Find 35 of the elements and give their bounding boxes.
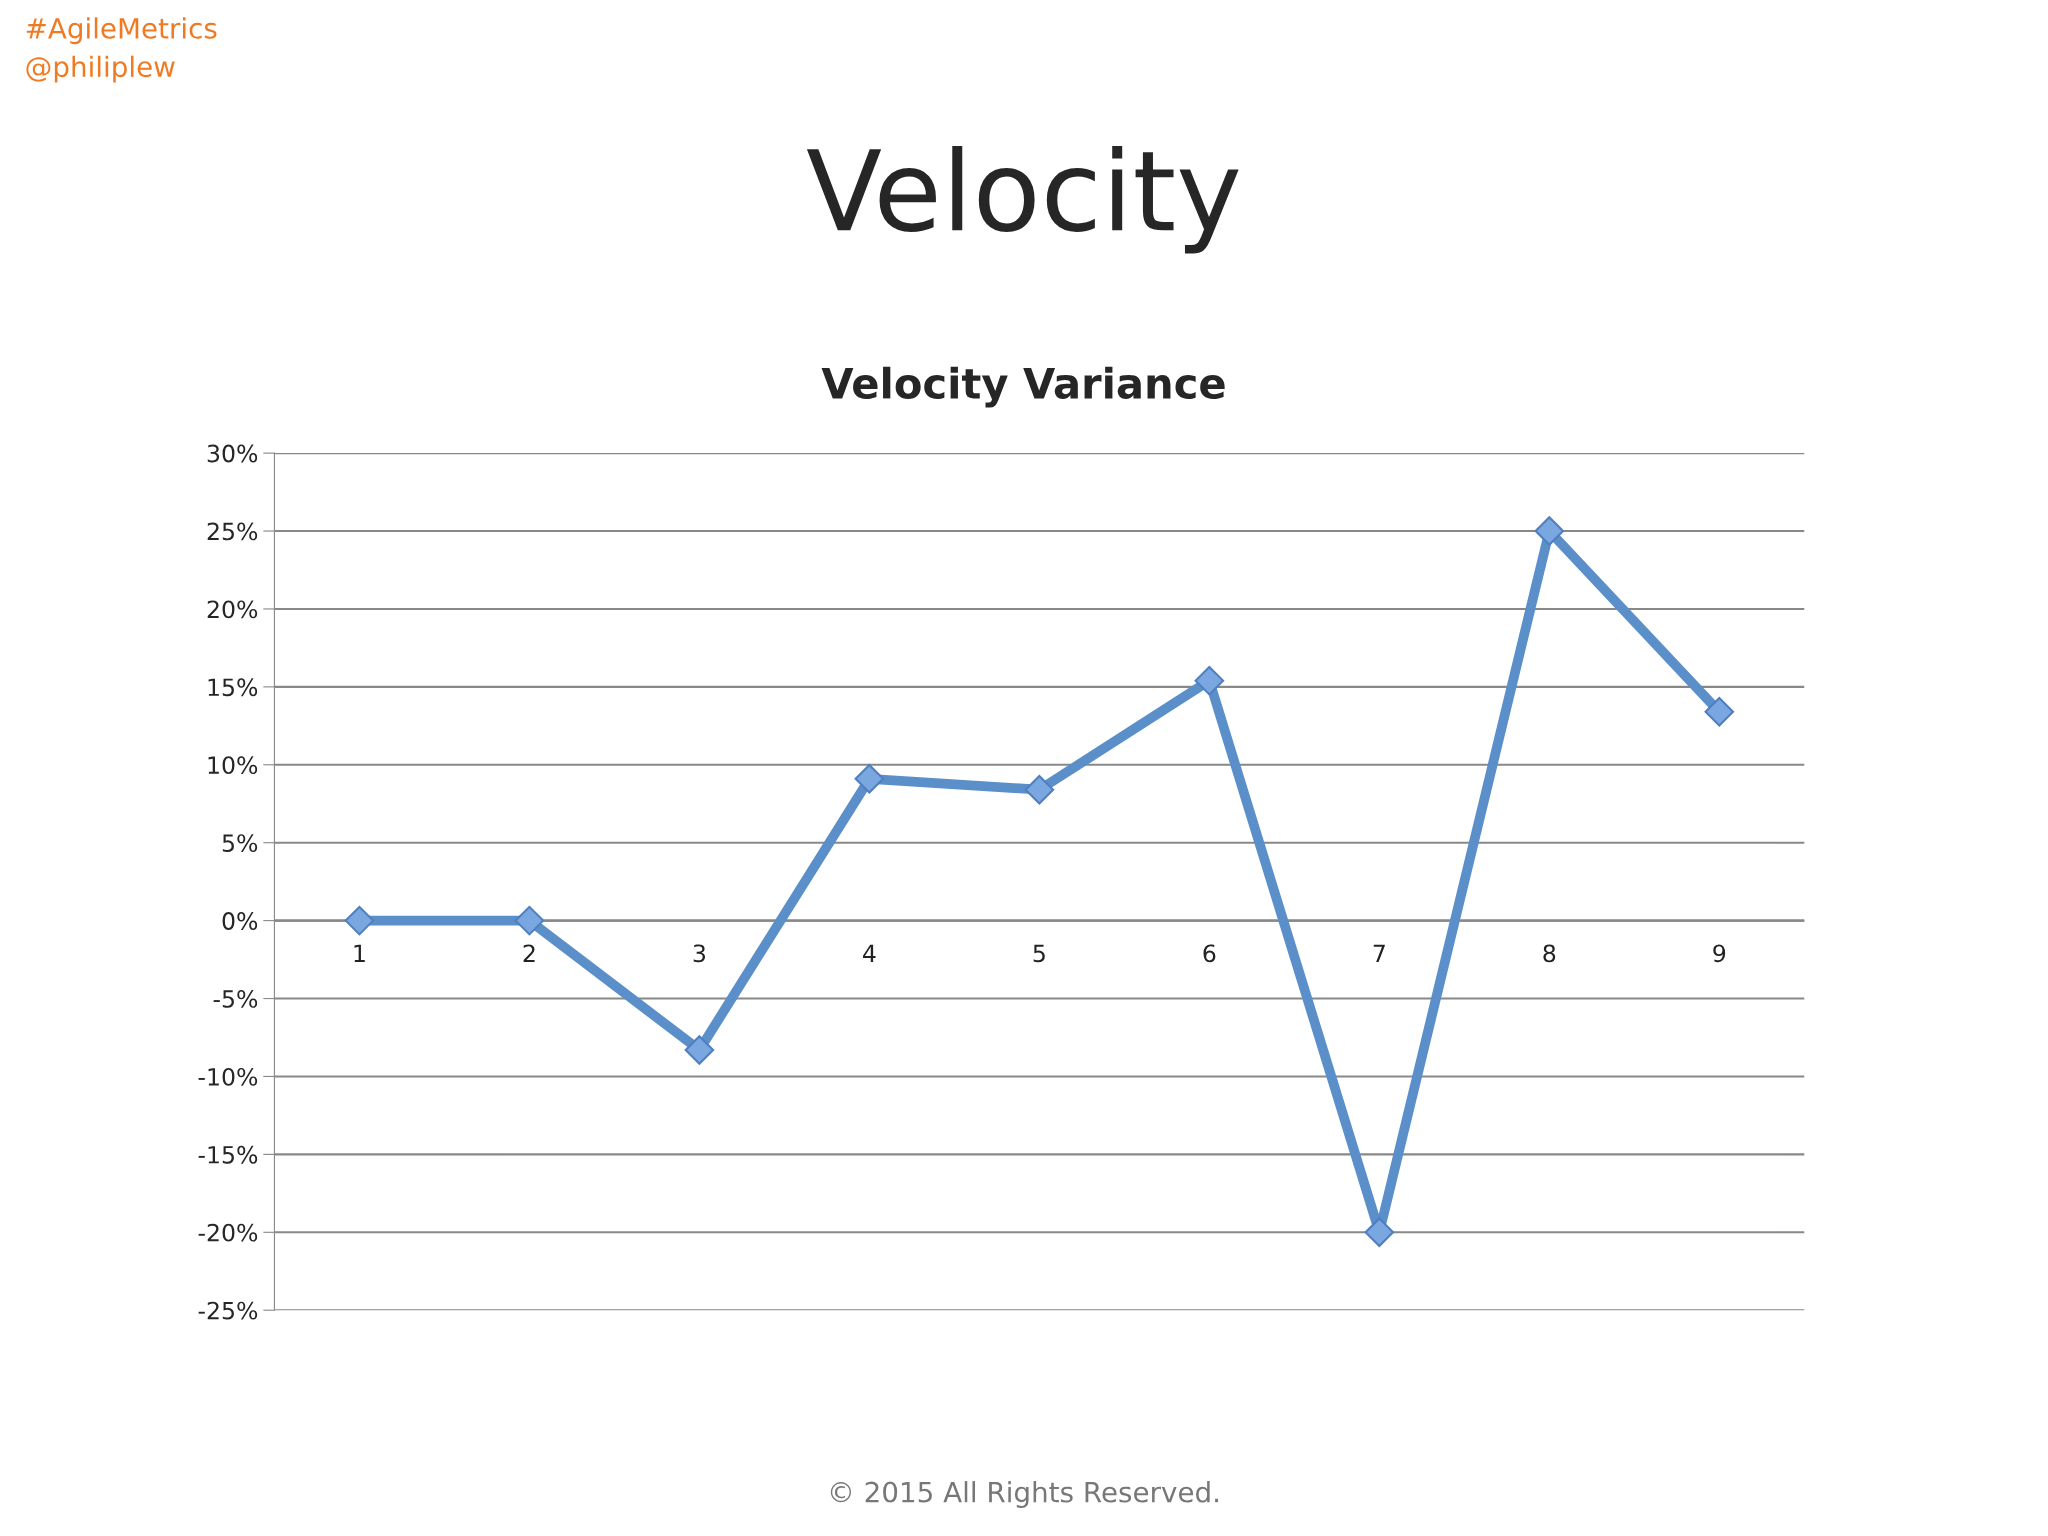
text: #AgileMetrics: [26, 17, 217, 45]
y-tick-label: 25%: [207, 522, 258, 541]
point: [1534, 516, 1565, 546]
point: [344, 905, 375, 936]
y-tick-label: -10%: [198, 1067, 258, 1086]
text: @philiplew: [26, 55, 175, 83]
text: © 2015 All Rights Reserved.: [830, 1481, 1218, 1508]
point: [1194, 665, 1225, 696]
point: [1364, 1217, 1395, 1248]
x-tick-label: 6: [1203, 944, 1216, 963]
x-tick-label: 7: [1373, 944, 1385, 962]
point: [684, 1035, 715, 1065]
y-tick-label: -20%: [198, 1223, 258, 1242]
y-tick-label: 0%: [222, 912, 258, 930]
x-tick-label: 3: [693, 944, 706, 963]
y-tick-label: 30%: [207, 444, 258, 463]
point: [854, 764, 885, 794]
x-tick-label: 4: [863, 944, 876, 962]
chart-title: Velocity: [806, 145, 1239, 254]
x-tick-label: 9: [1713, 944, 1726, 963]
y-tick-label: -5%: [213, 989, 258, 1008]
y-tick-label: 20%: [207, 600, 258, 619]
chart-subtitle: Velocity Variance: [821, 366, 1225, 408]
point: [1024, 774, 1055, 805]
y-tick-label: 10%: [208, 756, 258, 775]
x-tick-label: 2: [523, 944, 535, 962]
x-tick-label: 8: [1543, 944, 1556, 963]
y-tick-label: -25%: [198, 1301, 258, 1320]
point: [514, 905, 545, 936]
y-tick-label: 5%: [222, 834, 258, 853]
y-tick-label: -15%: [198, 1145, 258, 1164]
x-tick-label: 1: [354, 944, 365, 962]
point: [1704, 697, 1735, 727]
y-tick-label: 15%: [208, 678, 258, 697]
x-tick-label: 5: [1033, 944, 1045, 963]
